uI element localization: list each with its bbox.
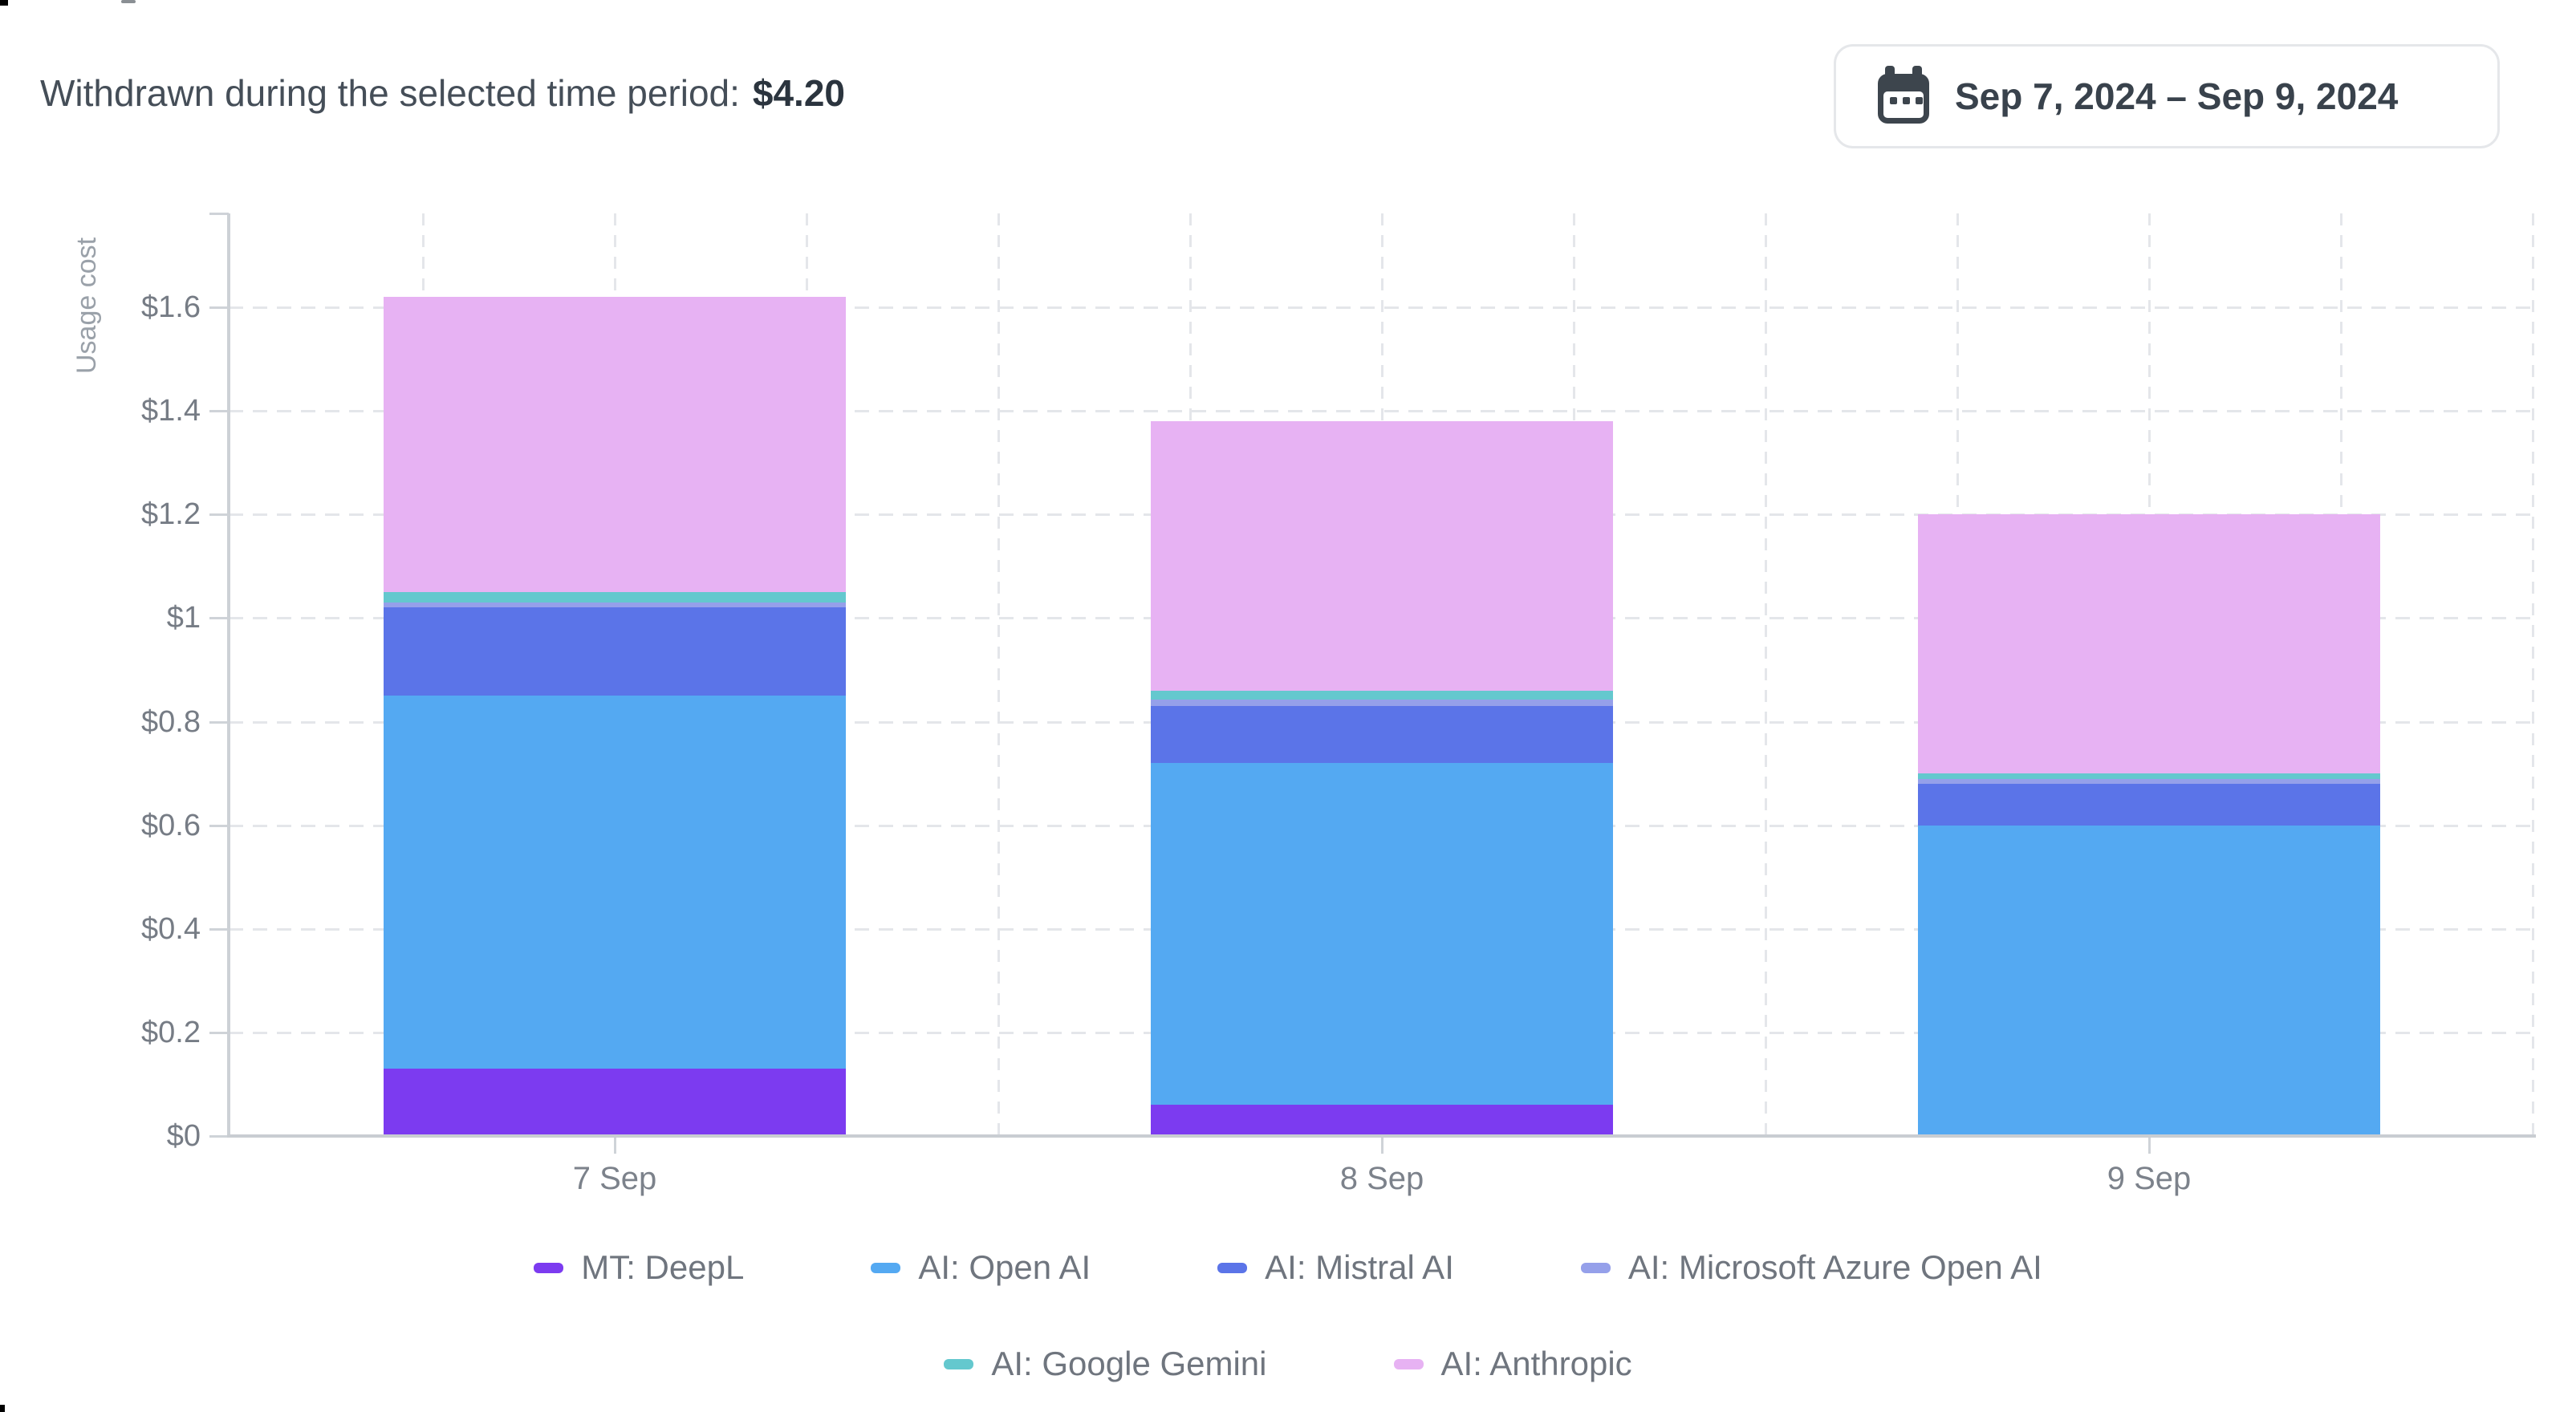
bar-segment[interactable] (384, 607, 846, 696)
legend-item-ai-open-ai[interactable]: AI: Open AI (871, 1245, 1091, 1290)
vertical-gridline (2532, 213, 2534, 1136)
bar-segment[interactable] (384, 297, 846, 593)
legend-item-ai-anthropic[interactable]: AI: Anthropic (1393, 1341, 1632, 1386)
y-axis-tick (209, 720, 229, 724)
crop-artifact-bottom-left (0, 1405, 5, 1412)
y-axis-cap-tick (209, 213, 229, 215)
y-axis-tick (209, 617, 229, 620)
legend-marker-icon (944, 1358, 974, 1369)
legend-marker-icon (1580, 1262, 1611, 1273)
legend-item-ai-google-gemini[interactable]: AI: Google Gemini (944, 1341, 1267, 1386)
y-axis-tick (209, 824, 229, 827)
withdrawn-amount: $4.20 (752, 72, 846, 114)
bar-segment[interactable] (1151, 763, 1613, 1106)
legend-row-1: MT: DeepL AI: Open AI AI: Mistral AI AI: Mi… (0, 1245, 2576, 1290)
y-tick-label: $1 (166, 601, 201, 635)
crop-artifact-top-center (121, 0, 136, 3)
x-tick-label: 9 Sep (2107, 1161, 2192, 1196)
y-axis-tick (209, 1031, 229, 1034)
bar-segment[interactable] (384, 1069, 846, 1136)
y-tick-label: $0.4 (141, 911, 201, 946)
bar-segment[interactable] (384, 696, 846, 1069)
x-axis-line (227, 1134, 2536, 1138)
crop-artifact-top-left (0, 0, 8, 6)
bar-segment[interactable] (384, 603, 846, 608)
bar-segment[interactable] (1151, 699, 1613, 707)
legend-item-mt-deepl[interactable]: MT: DeepL (534, 1245, 744, 1290)
legend-item-ai-mistral-ai[interactable]: AI: Mistral AI (1217, 1245, 1454, 1290)
y-axis-tick (209, 513, 229, 517)
y-axis-tick (209, 1135, 229, 1138)
bar-segment[interactable] (1918, 783, 2380, 826)
bar-segment[interactable] (1151, 1105, 1613, 1136)
y-axis-tick (209, 306, 229, 310)
horizontal-gridline (229, 306, 2536, 310)
legend-label: AI: Google Gemini (991, 1345, 1267, 1382)
y-tick-label: $0.6 (141, 808, 201, 842)
horizontal-gridline (229, 410, 2536, 413)
withdrawn-summary: Withdrawn during the selected time perio… (40, 71, 845, 116)
bar-segment[interactable] (1918, 825, 2380, 1136)
stacked-bar-7-sep[interactable] (384, 297, 846, 1136)
bar-segment[interactable] (1918, 779, 2380, 784)
date-range-button[interactable]: Sep 7, 2024 – Sep 9, 2024 (1834, 44, 2500, 148)
x-axis-tick (1381, 1136, 1383, 1154)
calendar-icon-dots (1890, 97, 1923, 104)
calendar-icon (1878, 66, 1929, 124)
legend-marker-icon (1393, 1358, 1424, 1369)
vertical-gridline (997, 213, 1000, 1136)
y-axis-tick (209, 410, 229, 413)
bar-segment[interactable] (1151, 421, 1613, 691)
y-tick-label: $0.8 (141, 704, 201, 739)
bar-segment[interactable] (384, 592, 846, 603)
legend-marker-icon (1217, 1262, 1248, 1273)
legend-marker-icon (534, 1262, 564, 1273)
bar-segment[interactable] (1151, 690, 1613, 700)
y-axis-tick (209, 927, 229, 931)
legend-label: MT: DeepL (581, 1248, 745, 1286)
y-tick-label: $0.2 (141, 1015, 201, 1049)
y-tick-label: $1.2 (141, 497, 201, 532)
legend-item-ai-microsoft-azure-open-ai[interactable]: AI: Microsoft Azure Open AI (1580, 1245, 2042, 1290)
bar-segment[interactable] (1918, 773, 2380, 780)
y-tick-label: $0 (166, 1119, 201, 1153)
y-tick-label: $1.6 (141, 290, 201, 325)
x-tick-label: 8 Sep (1339, 1161, 1424, 1196)
x-axis-tick (2148, 1136, 2151, 1154)
bar-segment[interactable] (1151, 706, 1613, 764)
legend-row-2: AI: Google Gemini AI: Anthropic (0, 1341, 2576, 1386)
legend-label: AI: Mistral AI (1265, 1248, 1454, 1286)
stacked-bar-9-sep[interactable] (1918, 514, 2380, 1136)
legend-label: AI: Microsoft Azure Open AI (1627, 1248, 2042, 1286)
y-axis-line (227, 213, 230, 1138)
date-range-label: Sep 7, 2024 – Sep 9, 2024 (1955, 75, 2399, 117)
x-tick-label: 7 Sep (572, 1161, 657, 1196)
legend-marker-icon (871, 1262, 901, 1273)
calendar-icon-body (1883, 91, 1924, 118)
bar-segment[interactable] (1918, 514, 2380, 774)
legend-label: AI: Open AI (918, 1248, 1091, 1286)
stacked-bar-8-sep[interactable] (1151, 421, 1613, 1136)
legend-label: AI: Anthropic (1440, 1345, 1632, 1382)
withdrawn-label: Withdrawn during the selected time perio… (40, 72, 740, 114)
x-axis-tick (614, 1136, 616, 1154)
vertical-gridline (1765, 213, 1767, 1136)
y-tick-label: $1.4 (141, 394, 201, 428)
